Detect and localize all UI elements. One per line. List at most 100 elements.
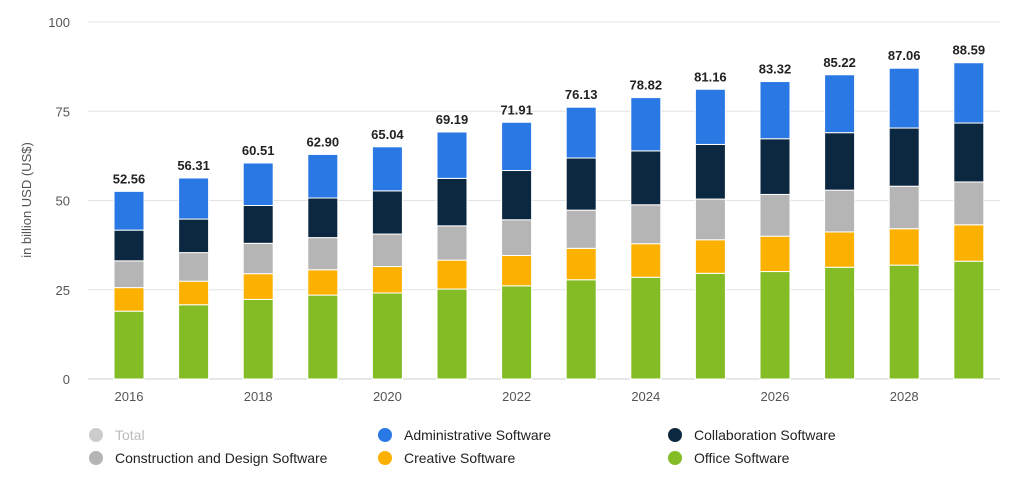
bar-segment[interactable] — [630, 243, 662, 278]
bar-stack[interactable] — [307, 153, 339, 380]
bar-segment[interactable] — [501, 219, 533, 256]
bar-segment[interactable] — [242, 162, 274, 206]
bar-segment[interactable] — [178, 280, 210, 306]
legend-swatch — [378, 428, 392, 442]
total-label: 85.22 — [823, 55, 856, 70]
bar-segment[interactable] — [178, 177, 210, 220]
bar-segment[interactable] — [824, 132, 856, 191]
bar-segment[interactable] — [307, 294, 339, 380]
bar-stack[interactable] — [501, 121, 533, 380]
bar-segment[interactable] — [565, 209, 597, 249]
total-label: 69.19 — [436, 112, 469, 127]
bar-segment[interactable] — [953, 62, 985, 124]
bar-segment[interactable] — [113, 310, 145, 380]
bar-segment[interactable] — [501, 121, 533, 172]
legend-item[interactable]: Creative Software — [378, 450, 515, 466]
bar-segment[interactable] — [371, 190, 403, 235]
bar-segment[interactable] — [371, 146, 403, 192]
bar-segment[interactable] — [759, 193, 791, 237]
bar-segment[interactable] — [436, 259, 468, 290]
total-label: 88.59 — [953, 43, 986, 58]
bar-segment[interactable] — [953, 260, 985, 380]
bar-segment[interactable] — [694, 88, 726, 145]
bar-segment[interactable] — [501, 285, 533, 380]
bar-segment[interactable] — [436, 131, 468, 179]
legend-item[interactable]: Construction and Design Software — [89, 450, 327, 466]
bar-stack[interactable] — [694, 88, 726, 380]
bar-segment[interactable] — [824, 266, 856, 380]
y-tick-label: 0 — [63, 372, 70, 387]
bar-segment[interactable] — [759, 138, 791, 195]
bar-segment[interactable] — [178, 252, 210, 282]
bar-segment[interactable] — [436, 177, 468, 227]
bar-stack[interactable] — [565, 106, 597, 380]
bar-segment[interactable] — [565, 106, 597, 159]
bar-segment[interactable] — [242, 273, 274, 300]
legend-item[interactable]: Office Software — [668, 450, 789, 466]
bar-segment[interactable] — [565, 279, 597, 380]
bar-segment[interactable] — [694, 143, 726, 200]
y-tick-label: 75 — [56, 104, 70, 119]
bar-segment[interactable] — [307, 269, 339, 296]
legend-item[interactable]: Total — [89, 427, 145, 443]
bar-segment[interactable] — [824, 74, 856, 134]
bar-segment[interactable] — [953, 122, 985, 183]
bar-stack[interactable] — [630, 97, 662, 380]
legend-label: Collaboration Software — [694, 427, 836, 443]
bar-stack[interactable] — [113, 190, 145, 380]
bar-segment[interactable] — [501, 254, 533, 287]
bar-segment[interactable] — [630, 150, 662, 206]
bar-segment[interactable] — [178, 218, 210, 254]
bar-segment[interactable] — [630, 276, 662, 380]
bar-stack[interactable] — [824, 74, 856, 380]
bar-stack[interactable] — [371, 146, 403, 380]
bar-stack[interactable] — [953, 62, 985, 380]
bar-segment[interactable] — [113, 260, 145, 289]
bar-segment[interactable] — [178, 304, 210, 380]
bar-segment[interactable] — [242, 204, 274, 244]
bar-segment[interactable] — [953, 181, 985, 226]
bar-segment[interactable] — [307, 153, 339, 199]
bar-segment[interactable] — [307, 237, 339, 271]
bar-stack[interactable] — [759, 81, 791, 380]
bar-segment[interactable] — [694, 239, 726, 274]
total-label: 76.13 — [565, 87, 598, 102]
bar-segment[interactable] — [113, 287, 145, 312]
bar-segment[interactable] — [371, 266, 403, 294]
legend-label: Construction and Design Software — [115, 450, 328, 466]
legend-item[interactable]: Collaboration Software — [668, 427, 836, 443]
bar-stack[interactable] — [888, 67, 920, 380]
bar-segment[interactable] — [759, 81, 791, 140]
bar-segment[interactable] — [824, 189, 856, 233]
bar-stack[interactable] — [242, 162, 274, 380]
bar-segment[interactable] — [565, 157, 597, 211]
bar-segment[interactable] — [888, 127, 920, 187]
bar-segment[interactable] — [371, 292, 403, 380]
bar-segment[interactable] — [307, 197, 339, 239]
bar-segment[interactable] — [888, 67, 920, 129]
bar-segment[interactable] — [953, 224, 985, 262]
bar-segment[interactable] — [436, 225, 468, 261]
bar-segment[interactable] — [759, 271, 791, 380]
bar-segment[interactable] — [565, 247, 597, 281]
bar-stack[interactable] — [178, 177, 210, 380]
bar-segment[interactable] — [113, 229, 145, 262]
bar-segment[interactable] — [630, 97, 662, 152]
bar-segment[interactable] — [888, 264, 920, 380]
bar-segment[interactable] — [371, 233, 403, 268]
legend-swatch — [668, 428, 682, 442]
bar-segment[interactable] — [242, 242, 274, 275]
legend-item[interactable]: Administrative Software — [378, 427, 551, 443]
bar-segment[interactable] — [436, 288, 468, 380]
bar-segment[interactable] — [630, 204, 662, 245]
bar-stack[interactable] — [436, 131, 468, 380]
bar-segment[interactable] — [501, 170, 533, 221]
bar-segment[interactable] — [759, 235, 791, 273]
bar-segment[interactable] — [694, 198, 726, 241]
bar-segment[interactable] — [888, 185, 920, 230]
bar-segment[interactable] — [888, 228, 920, 266]
bar-segment[interactable] — [113, 190, 145, 231]
bar-segment[interactable] — [824, 231, 856, 268]
bar-segment[interactable] — [694, 272, 726, 380]
bar-segment[interactable] — [242, 298, 274, 380]
